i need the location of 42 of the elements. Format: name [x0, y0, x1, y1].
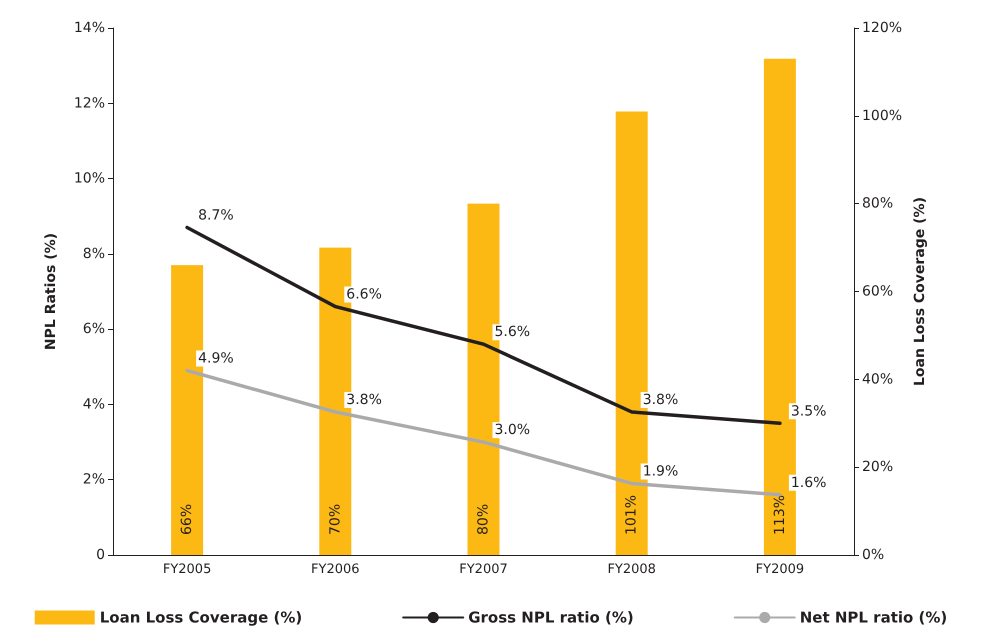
- data-label: 6.6%: [346, 286, 382, 303]
- y-tick-label: 8%: [82, 246, 105, 262]
- data-label: 5.6%: [494, 324, 530, 340]
- y-tick-label: 10%: [74, 170, 105, 187]
- y2-tick-label: 40%: [862, 371, 894, 388]
- data-label: 1.9%: [642, 463, 678, 480]
- y-tick-label: 6%: [82, 321, 105, 338]
- x-tick-label: FY2005: [162, 562, 212, 577]
- y2-tick-label: 60%: [862, 284, 894, 300]
- y-tick-label: 4%: [82, 396, 105, 412]
- data-label: 80%: [476, 504, 492, 535]
- data-label: 101%: [624, 494, 640, 535]
- data-label: 3.0%: [494, 422, 530, 438]
- y-axis-title: NPL Ratios (%): [43, 232, 59, 350]
- line-series: [185, 226, 782, 425]
- y2-tick-label: 0%: [862, 547, 884, 563]
- data-label: 70%: [327, 504, 344, 535]
- legend-label: Gross NPL ratio (%): [468, 608, 634, 626]
- y2-axis-title: Loan Loss Coverage (%): [912, 197, 928, 386]
- legend-label: Loan Loss Coverage (%): [100, 608, 302, 626]
- data-label: 3.8%: [346, 392, 382, 408]
- legend-label: Net NPL ratio (%): [800, 608, 948, 626]
- x-tick-label: FY2008: [607, 562, 656, 577]
- x-tick-label: FY2007: [459, 562, 508, 577]
- data-label: 3.5%: [790, 403, 826, 420]
- line-series: [185, 368, 782, 497]
- x-tick-label: FY2009: [756, 562, 804, 577]
- data-label: 66%: [179, 504, 196, 535]
- data-label: 113%: [772, 494, 788, 535]
- y2-tick-label: 20%: [862, 459, 894, 476]
- y2-tick-label: 100%: [862, 108, 902, 124]
- y-tick-label: 12%: [74, 95, 105, 112]
- x-tick-label: FY2006: [311, 562, 360, 577]
- y-tick-label: 0: [96, 547, 105, 563]
- y2-tick-label: 80%: [862, 196, 894, 212]
- data-label: 1.6%: [790, 474, 826, 491]
- data-label: 8.7%: [198, 208, 234, 224]
- data-label: 4.9%: [198, 350, 234, 367]
- data-label: 3.8%: [642, 392, 678, 408]
- y2-tick-label: 120%: [862, 20, 902, 36]
- y-tick-label: 2%: [82, 472, 105, 488]
- y-tick-label: 14%: [74, 20, 105, 36]
